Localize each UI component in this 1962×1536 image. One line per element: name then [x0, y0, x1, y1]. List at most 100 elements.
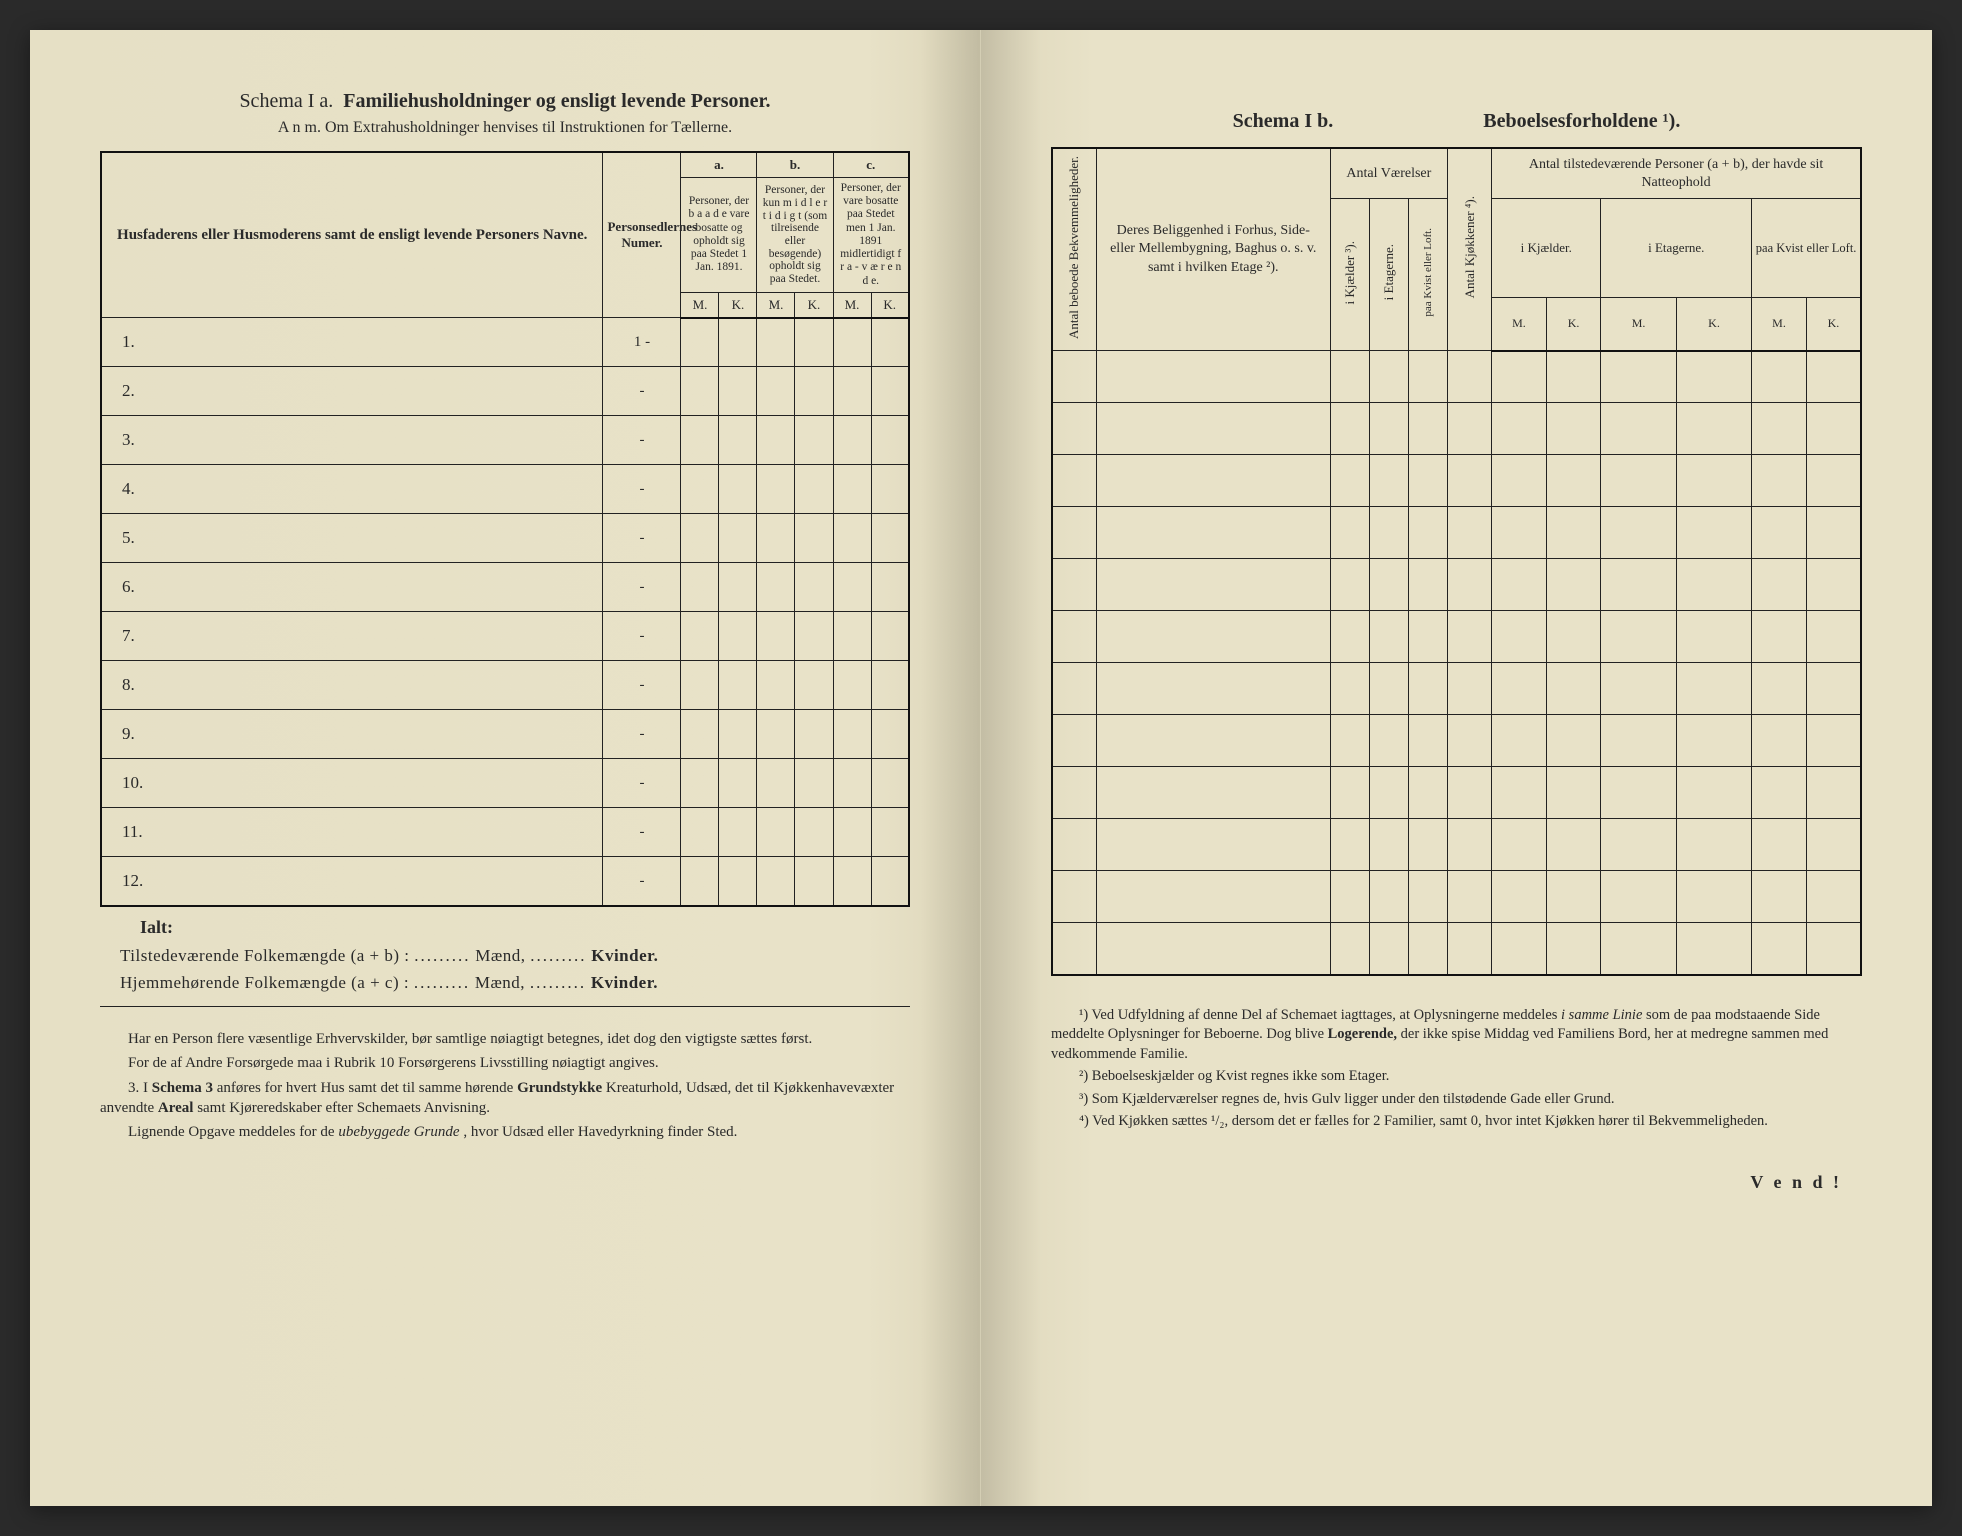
cell: [1806, 559, 1861, 611]
cell: [1492, 871, 1547, 923]
table-row: 12.-: [101, 857, 909, 906]
cell: [681, 367, 719, 416]
ialt-label: Ialt:: [140, 917, 910, 938]
cell-numer: -: [603, 857, 681, 906]
cell: [833, 318, 871, 367]
cell: [681, 808, 719, 857]
schema-1a-note: A n m. Om Extrahusholdninger henvises ti…: [100, 119, 910, 137]
note-p3-b1: Schema 3: [152, 1080, 213, 1096]
cell: [1052, 455, 1096, 507]
cell: [871, 857, 909, 906]
cell-name: [143, 367, 603, 416]
cell: [795, 563, 833, 612]
cell: [1096, 663, 1330, 715]
sum1-label: Tilstedeværende Folkemængde (a + b) :: [120, 946, 410, 965]
col-v-et-text: i Etagerne.: [1381, 240, 1397, 304]
cell: [1330, 923, 1369, 975]
summary-line-2: Hjemmehørende Folkemængde (a + c) : ....…: [120, 969, 910, 996]
cell: [1096, 923, 1330, 975]
notes-1a: Har en Person flere væsentlige Erhvervsk…: [100, 1029, 910, 1142]
table-row: 1.1 -: [101, 318, 909, 367]
row-number: 9.: [101, 710, 143, 759]
cell: [1546, 871, 1601, 923]
cell: [1806, 871, 1861, 923]
cell: [1330, 611, 1369, 663]
col-v-kv: paa Kvist eller Loft.: [1408, 199, 1447, 351]
note-p4: Lignende Opgave meddeles for de ubebygge…: [100, 1122, 910, 1142]
cell: [1369, 767, 1408, 819]
cell: [795, 318, 833, 367]
cell: [1052, 559, 1096, 611]
cell: [1408, 351, 1447, 403]
cell: [795, 759, 833, 808]
p-kv-m: M.: [1752, 297, 1807, 350]
grp-pers-text: Antal tilstedeværende Personer (a + b), …: [1495, 152, 1857, 195]
cell: [1447, 403, 1491, 455]
cell: [1752, 559, 1807, 611]
cell: [1369, 559, 1408, 611]
cell: [719, 661, 757, 710]
cell: [1408, 715, 1447, 767]
cell: [1492, 351, 1547, 403]
cell: [1330, 559, 1369, 611]
cell: [833, 514, 871, 563]
cell: [1447, 819, 1491, 871]
note-p3-m: anføres for hvert Hus samt det til samme…: [217, 1080, 517, 1096]
col-b: Personer, der kun m i d l e r t i d i g …: [757, 178, 833, 293]
dots: .........: [414, 946, 470, 965]
row-number: 7.: [101, 612, 143, 661]
cell: [1408, 767, 1447, 819]
cell: [871, 416, 909, 465]
schema-1a-heading: Familiehusholdninger og ensligt levende …: [343, 90, 770, 112]
note-p4-em: ubebyggede Grunde: [338, 1124, 459, 1140]
cell: [1369, 871, 1408, 923]
cell: [1447, 871, 1491, 923]
fn1-bold: Logerende,: [1328, 1026, 1397, 1042]
cell: [681, 563, 719, 612]
cell: [1492, 819, 1547, 871]
cell: [871, 661, 909, 710]
cell: [1601, 507, 1676, 559]
grp-vaer: Antal Værelser: [1330, 148, 1447, 199]
cell: [1752, 507, 1807, 559]
row-number: 10.: [101, 759, 143, 808]
cell: [795, 514, 833, 563]
cell: [1369, 507, 1408, 559]
cell: [1492, 767, 1547, 819]
cell: [1408, 819, 1447, 871]
col-numer: Personsedlernes Numer.: [603, 152, 681, 318]
cell: [1601, 611, 1676, 663]
cell: [871, 759, 909, 808]
dots: .........: [530, 946, 586, 965]
cell: [1052, 715, 1096, 767]
table-row: 2.-: [101, 367, 909, 416]
cell: [1601, 767, 1676, 819]
cell: [1492, 663, 1547, 715]
dots: .........: [530, 973, 586, 992]
table-row: [1052, 351, 1861, 403]
vend-label: V e n d !: [1051, 1172, 1862, 1193]
cell: [1492, 559, 1547, 611]
cell: [1601, 559, 1676, 611]
cell-numer: -: [603, 808, 681, 857]
schema-1a-prefix: Schema I a.: [239, 90, 333, 112]
cell: [1546, 923, 1601, 975]
cell: [719, 318, 757, 367]
cell: [719, 465, 757, 514]
cell: [871, 612, 909, 661]
row-number: 6.: [101, 563, 143, 612]
cell: [757, 857, 795, 906]
cell: [757, 759, 795, 808]
p-kj-k: K.: [1546, 297, 1601, 350]
cell: [1408, 871, 1447, 923]
cell: [1096, 455, 1330, 507]
cell: [757, 808, 795, 857]
cell: [1752, 663, 1807, 715]
cell: [1546, 507, 1601, 559]
cell: [719, 857, 757, 906]
cell: [1546, 403, 1601, 455]
cell: [833, 465, 871, 514]
cell: [1096, 767, 1330, 819]
cell: [757, 563, 795, 612]
cell: [1546, 559, 1601, 611]
